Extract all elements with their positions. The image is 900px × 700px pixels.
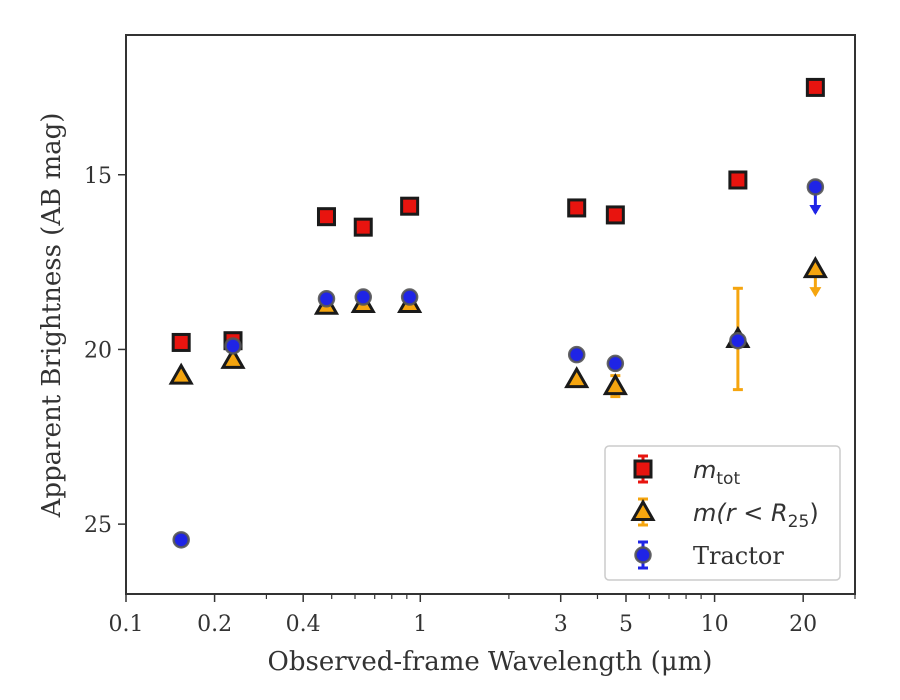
series-mtot (171, 77, 825, 352)
mtot-point-7 (728, 170, 748, 190)
x-tick-label: 10 (701, 612, 729, 637)
legend-label-tractor: Tractor (693, 542, 784, 570)
mr25-point-1 (220, 346, 246, 369)
series-tractor (172, 178, 825, 549)
x-tick-label: 20 (789, 612, 817, 637)
mr25-point-5 (564, 366, 590, 389)
mr25-point-0 (168, 362, 194, 385)
data-marks (168, 77, 828, 549)
x-axis-label: Observed-frame Wavelength (μm) (268, 647, 713, 677)
legend: mtot m(r < R25) Tractor (604, 445, 841, 581)
y-tick-label: 15 (84, 164, 112, 189)
legend-box (604, 445, 841, 581)
y-tick-label: 25 (84, 513, 112, 538)
y-axis-ticks: 15 20 25 (84, 164, 126, 538)
mtot-point-8 (805, 77, 825, 97)
mtot-point-6 (605, 205, 625, 225)
x-tick-label: 0.2 (197, 612, 232, 637)
tractor-upper-limit-8-head (809, 204, 822, 215)
x-tick-label: 1 (413, 612, 427, 637)
x-tick-label: 5 (619, 612, 633, 637)
series-mr25 (168, 256, 828, 399)
legend-label-mtot: mtot (693, 456, 740, 489)
mr25-point-8 (802, 256, 828, 279)
mtot-point-0 (171, 332, 191, 352)
y-axis-label: Apparent Brightness (AB mag) (37, 113, 67, 519)
mtot-point-3 (353, 217, 373, 237)
x-tick-label: 3 (554, 612, 568, 637)
mr25-point-6 (602, 373, 628, 396)
legend-label-mr25: m(r < R25) (693, 499, 819, 532)
mtot-point-5 (567, 198, 587, 218)
legend-marker-mr25 (630, 498, 656, 521)
y-tick-label: 20 (84, 338, 112, 363)
mtot-point-4 (400, 196, 420, 216)
x-tick-label: 0.1 (109, 612, 144, 637)
legend-marker-mtot (633, 459, 653, 479)
plot-frame (125, 34, 856, 595)
mr25-upper-limit-8-head (809, 287, 822, 298)
x-axis-ticks: 0.1 0.2 0.4 1 3 5 10 20 (109, 594, 856, 637)
x-tick-label: 0.4 (286, 612, 321, 637)
mtot-point-2 (316, 207, 336, 227)
